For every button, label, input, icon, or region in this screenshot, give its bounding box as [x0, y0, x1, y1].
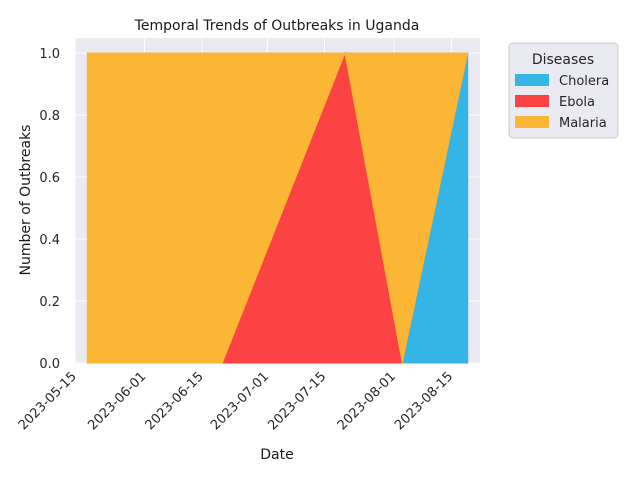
chart-title: Temporal Trends of Outbreaks in Uganda [134, 18, 420, 34]
y-tick-label: 0.4 [39, 233, 60, 248]
y-axis-label: Number of Outbreaks [18, 125, 34, 276]
legend-swatch-malaria [515, 116, 549, 128]
x-tick-label: 2023-08-01 [335, 369, 399, 433]
legend-title: Diseases [532, 52, 594, 68]
x-tick-label: 2023-06-01 [85, 369, 149, 433]
legend-swatch-cholera [515, 74, 549, 86]
area-series [86, 51, 469, 364]
area-malaria [86, 51, 469, 364]
y-tick-label: 0.6 [39, 171, 60, 186]
x-tick-label: 2023-05-15 [16, 369, 80, 433]
y-tick-label: 0.0 [39, 357, 60, 372]
y-tick-label: 1.0 [39, 47, 60, 62]
legend-label-cholera: Cholera [559, 74, 609, 89]
x-axis-label: Date [260, 447, 293, 463]
x-tick-label: 2023-06-15 [143, 369, 207, 433]
legend-label-malaria: Malaria [559, 116, 607, 131]
legend-items: Cholera Ebola Malaria [515, 74, 609, 131]
y-tick-label: 0.2 [39, 295, 60, 310]
y-tick-labels: 0.0 0.2 0.4 0.6 0.8 1.0 [39, 47, 60, 372]
legend: Diseases Cholera Ebola Malaria [508, 42, 619, 139]
legend-box [508, 42, 619, 139]
legend-swatch-ebola [515, 95, 549, 107]
y-tick-label: 0.8 [39, 109, 60, 124]
x-tick-label: 2023-08-15 [392, 369, 456, 433]
x-tick-label: 2023-07-15 [265, 369, 329, 433]
legend-label-ebola: Ebola [559, 95, 595, 110]
x-tick-label: 2023-07-01 [208, 369, 272, 433]
